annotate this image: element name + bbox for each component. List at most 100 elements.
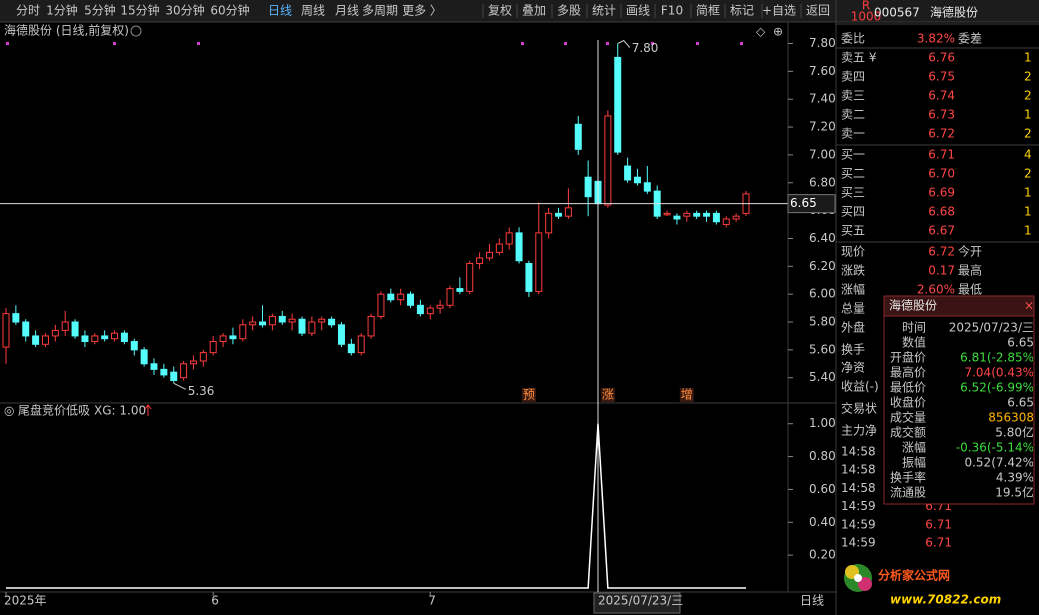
- signal: 增: [681, 388, 693, 402]
- order-price: 6.69: [928, 186, 955, 200]
- candle-body: [633, 176, 641, 184]
- x-tick-label: 7: [428, 594, 436, 608]
- candle-body: [377, 293, 385, 317]
- period-tab[interactable]: 15分钟: [120, 3, 159, 18]
- period-tab[interactable]: 月线: [335, 4, 359, 18]
- period-tab[interactable]: 30分钟: [165, 3, 204, 18]
- y-tick-label: 0.20: [809, 548, 836, 562]
- logo: [844, 564, 872, 592]
- max-label: 7.80: [632, 41, 659, 55]
- x-tick-label: 2025年: [4, 594, 47, 608]
- tooltip-value: 6.81(-2.85%: [960, 351, 1034, 365]
- tooltip-label: 振幅: [902, 455, 926, 470]
- tooltip-label: 成交额: [890, 425, 926, 440]
- candle-body: [328, 318, 336, 326]
- period-tab[interactable]: 日线: [268, 4, 292, 18]
- order-volume: 1: [1024, 205, 1032, 219]
- y-tick-label: 5.80: [809, 315, 836, 329]
- trade-time: 14:58: [841, 463, 876, 477]
- tooltip-label: 开盘价: [890, 350, 926, 365]
- watermark-url: www.70822.com: [890, 593, 1001, 607]
- order-label: 卖二: [841, 108, 865, 122]
- period-tab[interactable]: 1分钟: [46, 3, 78, 18]
- order-label: 买一: [841, 148, 865, 162]
- trade-time: 14:59: [841, 517, 876, 531]
- candle-body: [525, 263, 533, 292]
- y-tick-label: 7.80: [809, 36, 836, 50]
- order-price: 6.71: [928, 148, 955, 162]
- candle-body: [387, 293, 395, 301]
- candle-body: [367, 315, 375, 337]
- candle-body: [298, 318, 306, 334]
- tool-button[interactable]: 复权: [488, 4, 512, 18]
- trade-time: 14:58: [841, 445, 876, 459]
- x-tick-label: 2025/07/23/三: [598, 594, 683, 608]
- candle-body: [278, 315, 286, 323]
- tool-button[interactable]: +自选: [762, 4, 796, 18]
- candle-body: [130, 341, 138, 351]
- y-tick-label: 6.20: [809, 259, 836, 273]
- candle-body: [584, 176, 592, 198]
- tooltip-value: 6.65: [1007, 336, 1034, 350]
- period-tab[interactable]: 更多 〉: [402, 4, 442, 18]
- candle-body: [318, 318, 326, 323]
- order-volume: 2: [1024, 167, 1032, 181]
- stat-label: 收益(-): [841, 380, 879, 394]
- order-label: 买五: [841, 224, 865, 238]
- candle-body: [535, 232, 543, 292]
- y-tick-label: 0.40: [809, 515, 836, 529]
- tool-button[interactable]: 简框: [696, 4, 720, 18]
- tool-button[interactable]: 返回: [806, 4, 830, 18]
- min-label: 5.36: [188, 384, 215, 398]
- tool-button[interactable]: 叠加: [522, 4, 546, 18]
- tool-button[interactable]: 标记: [730, 4, 754, 18]
- candle-body: [41, 335, 49, 345]
- period-tab[interactable]: 分时: [16, 4, 40, 18]
- candle-body: [199, 352, 207, 362]
- candle-body: [495, 243, 503, 253]
- candle-body: [574, 123, 582, 150]
- order-label: 卖三: [841, 89, 865, 103]
- icon: ◎: [4, 404, 14, 418]
- period-tab[interactable]: 多周期: [362, 4, 398, 18]
- tooltip-label: 最低价: [890, 381, 926, 395]
- candle-body: [160, 368, 168, 376]
- row-label: 委比: [841, 32, 865, 46]
- candle-body: [120, 332, 128, 343]
- tooltip-label: 涨幅: [902, 440, 926, 455]
- y-tick-label: 7.60: [809, 64, 836, 78]
- y-tick-label: 7.00: [809, 147, 836, 161]
- candle-body: [407, 293, 415, 306]
- period-tab[interactable]: 5分钟: [84, 3, 116, 18]
- candle-body: [12, 313, 20, 323]
- period-tab[interactable]: 60分钟: [210, 3, 249, 18]
- candle-body: [466, 263, 474, 292]
- stat-extra: 今开: [958, 244, 982, 259]
- crosshair-box: [787, 194, 836, 214]
- tooltip-value: 2025/07/23/三: [949, 321, 1034, 335]
- order-label: 买二: [841, 167, 865, 181]
- tooltip-label: 成交量: [890, 410, 926, 425]
- stat-label: 外盘: [841, 320, 865, 335]
- candle-body: [209, 341, 217, 354]
- y-tick-label: 0.60: [809, 482, 836, 496]
- candle-body: [485, 251, 493, 259]
- order-price: 6.70: [928, 167, 955, 181]
- stat-label: 净资: [841, 361, 865, 375]
- tool-button[interactable]: F10: [661, 4, 683, 18]
- tool-button[interactable]: 多股: [557, 4, 581, 18]
- tooltip-value: 0.52(7.42%: [964, 456, 1034, 470]
- tooltip-value: 856308: [988, 411, 1034, 425]
- candle-body: [170, 371, 178, 382]
- candle-body: [239, 324, 247, 340]
- tool-button[interactable]: 统计: [592, 4, 616, 18]
- menu-icon[interactable]: [130, 25, 142, 37]
- candle-body: [555, 212, 563, 217]
- stat-label: 现价: [841, 245, 865, 259]
- period-tab[interactable]: 周线: [301, 4, 325, 18]
- close-button: ×: [1024, 299, 1034, 313]
- arrow-icon: [144, 404, 152, 416]
- tool-button[interactable]: 画线: [626, 4, 650, 18]
- candle-body: [703, 212, 711, 217]
